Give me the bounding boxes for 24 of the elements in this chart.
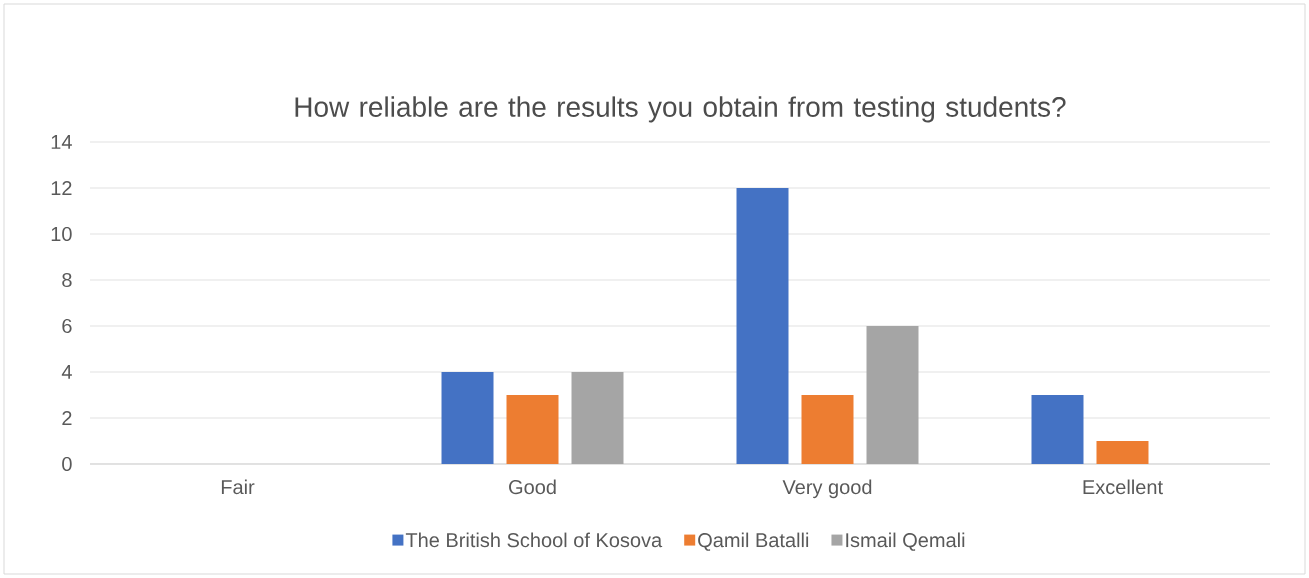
x-tick-label: Fair (221, 479, 255, 495)
bar (1031, 394, 1084, 464)
x-tick-label: Excellent (1083, 479, 1163, 495)
bar (1096, 440, 1149, 464)
legend-label: Ismail Qemali (846, 532, 965, 551)
x-tick-label: Good (509, 479, 556, 495)
bar (506, 394, 559, 464)
legend-label: The British School of Kosova (405, 532, 663, 548)
bar (866, 325, 919, 464)
y-tick-label: 8 (62, 272, 72, 288)
y-tick-label: 6 (62, 318, 72, 334)
bar (736, 187, 789, 464)
y-tick-label: 12 (51, 181, 72, 195)
bar (571, 371, 624, 464)
y-tick-label: 4 (61, 365, 72, 379)
y-tick-label: 2 (62, 411, 72, 425)
y-tick-label: 14 (51, 135, 72, 149)
chart-title: How reliable are the results you obtain from testing students? (295, 96, 1066, 123)
y-tick-label: 10 (51, 226, 72, 242)
bar (441, 371, 494, 464)
x-tick-label: Very good (782, 479, 872, 499)
legend-label: Qamil Batalli (698, 532, 809, 551)
bar (801, 394, 854, 464)
y-tick-label: 0 (62, 456, 72, 472)
